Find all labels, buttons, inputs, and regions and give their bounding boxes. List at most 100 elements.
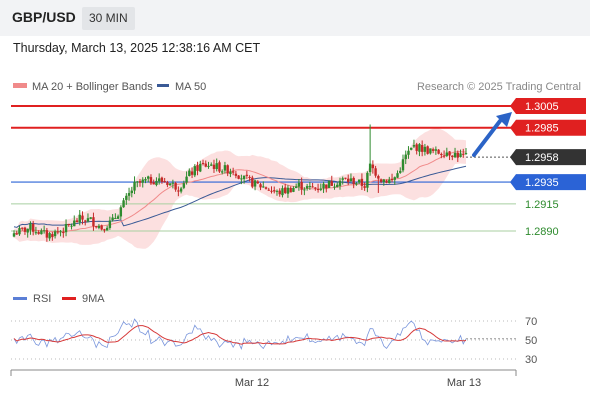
candle-body [294, 186, 298, 189]
candle-body [144, 179, 147, 181]
projection-arrow-head [496, 112, 512, 127]
candle-body [157, 178, 161, 182]
candle-body [21, 227, 24, 229]
legend-rsi-swatch [13, 297, 27, 300]
level-tag-1.3005 [510, 98, 586, 114]
candle-body [138, 181, 142, 183]
candle-body [357, 179, 361, 183]
candle-body [451, 155, 454, 158]
candle-body [464, 153, 468, 155]
candle-body [234, 173, 238, 176]
candle-body [94, 226, 98, 228]
candle-body [267, 189, 270, 191]
candle-body [193, 166, 196, 176]
candle-body [388, 179, 391, 184]
candle-body [89, 217, 92, 219]
candle-body [297, 182, 301, 187]
rsi-9ma-line [13, 325, 467, 345]
candle-body [308, 186, 312, 188]
candles-layer [12, 124, 468, 242]
candle-body [103, 229, 106, 231]
candle-body [127, 193, 131, 196]
candle-body [242, 175, 246, 180]
timeframe-badge[interactable]: 30 MIN [82, 7, 135, 30]
candle-body [196, 165, 199, 171]
candle-body [45, 230, 49, 238]
candle-body [344, 177, 347, 179]
candle-body [341, 178, 344, 180]
candle-body [210, 164, 213, 166]
candle-body [130, 190, 133, 194]
candle-body [108, 220, 112, 228]
candle-body [251, 177, 254, 187]
candle-body [423, 146, 427, 152]
candle-body [374, 168, 377, 176]
candle-body [363, 186, 366, 188]
candle-body [23, 227, 27, 232]
ma20-line [13, 151, 467, 235]
candle-body [62, 231, 65, 234]
level-tag-text-1.3005: 1.3005 [525, 101, 559, 113]
rsi-tick-30: 30 [525, 354, 537, 366]
candle-body [133, 181, 136, 191]
candle-body [448, 151, 451, 156]
candle-body [201, 162, 205, 164]
candle-body [366, 172, 369, 188]
candle-body [253, 180, 257, 187]
ma50-line [13, 165, 467, 228]
candle-body [259, 184, 262, 188]
candle-body [355, 183, 358, 185]
candle-body [125, 195, 128, 200]
candle-body [114, 218, 117, 220]
candle-body [70, 225, 73, 227]
candle-body [401, 159, 405, 171]
candle-body [434, 149, 438, 151]
candle-body [420, 145, 424, 152]
candle-body [330, 181, 333, 186]
candle-body [207, 165, 210, 167]
candle-body [368, 163, 372, 173]
chart-datetime: Thursday, March 13, 2025 12:38:16 AM CET [13, 41, 261, 55]
candle-body [51, 234, 54, 238]
candle-body [67, 223, 70, 226]
candle-body [111, 217, 114, 221]
level-tag-text-1.2985: 1.2985 [525, 123, 559, 135]
candle-body [303, 189, 306, 191]
legend-rsi-label: RSI [33, 293, 51, 305]
candle-body [237, 175, 240, 179]
candle-body [226, 165, 229, 174]
candle-body [81, 215, 84, 220]
candle-body [440, 153, 443, 156]
moving-average-layer [13, 151, 467, 235]
candle-body [371, 164, 375, 169]
candle-body [78, 214, 81, 223]
candle-body [229, 171, 232, 175]
candle-body [322, 183, 325, 189]
candle-body [37, 232, 40, 234]
x-tick-mar13: Mar 13 [447, 377, 481, 389]
candle-body [390, 178, 394, 181]
candle-body [270, 190, 273, 192]
candle-body [412, 145, 416, 147]
candle-body [31, 223, 35, 232]
candle-body [404, 154, 407, 160]
candle-body [327, 180, 331, 188]
candle-body [418, 144, 421, 152]
candle-body [177, 190, 180, 192]
legend-ma50-swatch [157, 84, 169, 87]
candle-body [179, 188, 183, 192]
candle-body [275, 190, 279, 192]
candle-body [382, 179, 386, 183]
candle-body [122, 200, 125, 208]
candle-body [415, 144, 418, 151]
legend-9ma-label: 9MA [82, 293, 105, 305]
rsi-line [13, 318, 467, 350]
candle-body [459, 153, 462, 157]
level-label-1.2915: 1.2915 [525, 199, 559, 211]
candle-body [410, 147, 413, 150]
candle-body [185, 176, 188, 183]
candle-body [349, 178, 353, 181]
candle-body [212, 164, 216, 169]
candle-body [168, 183, 172, 186]
candle-body [182, 183, 186, 188]
